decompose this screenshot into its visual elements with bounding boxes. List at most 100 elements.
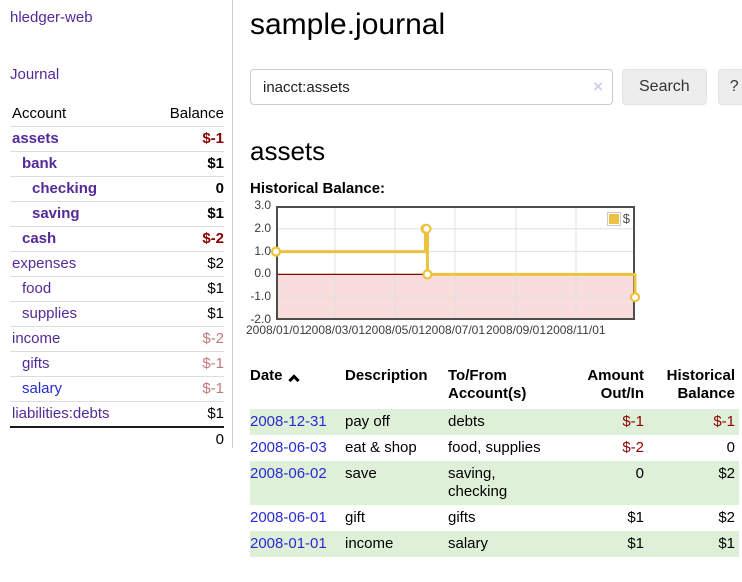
- accounts-column-header: To/From Account(s): [448, 367, 527, 402]
- sidebar-account-link[interactable]: food: [22, 280, 52, 297]
- sidebar: hledger-web Journal Account Balance asse…: [0, 0, 233, 452]
- transaction-date-link[interactable]: 2008-06-02: [250, 465, 327, 482]
- sidebar-item-journal[interactable]: Journal: [10, 66, 60, 83]
- sidebar-account-balance: 0: [148, 176, 224, 202]
- sidebar-account-row: checking 0: [10, 176, 224, 202]
- x-axis-tick-label: 2008/03/01: [304, 323, 366, 337]
- y-axis-tick-label: 1.0: [254, 243, 271, 258]
- sidebar-account-link[interactable]: expenses: [12, 255, 77, 272]
- x-axis-tick-label: 2008/05/01: [364, 323, 426, 337]
- amount-column-header: Amount Out/In: [587, 367, 644, 402]
- transaction-amount: $-1: [556, 409, 644, 435]
- sidebar-account-balance: $1: [148, 301, 224, 327]
- sidebar-account-row: income $-2: [10, 326, 224, 352]
- chart-y-labels: 3.0 2.0 1.0 0.0 -1.0 -2.0: [250, 198, 271, 326]
- account-heading: assets: [250, 136, 326, 166]
- transaction-amount: $-2: [622, 439, 644, 456]
- transaction-balance: $2: [644, 461, 739, 505]
- register-header-row: Date Description To/From Account(s) Amou…: [250, 364, 739, 409]
- x-axis-tick-label: 2008/09/01: [485, 323, 547, 337]
- register-table: Date Description To/From Account(s) Amou…: [250, 364, 739, 557]
- sidebar-account-balance: $-2: [148, 226, 224, 252]
- balance-column-header: Balance: [148, 102, 224, 127]
- transaction-accounts: saving, checking: [448, 461, 556, 505]
- description-column-header: Description: [345, 367, 428, 384]
- register-row: 2008-01-01 income salary $1 $1: [250, 531, 739, 557]
- data-point-marker[interactable]: [422, 269, 433, 280]
- app-title-link[interactable]: hledger-web: [10, 9, 93, 26]
- main-content: sample.journal × Search ? assets Histori…: [246, 0, 742, 557]
- transaction-accounts: gifts: [448, 509, 476, 526]
- sidebar-accounts-table: Account Balance assets $-1 bank $1 check…: [10, 102, 224, 452]
- sidebar-accounts-body: Account Balance assets $-1 bank $1 check…: [10, 102, 224, 428]
- account-column-header: Account: [10, 102, 149, 127]
- y-axis-tick-label: -1.0: [250, 289, 271, 304]
- sidebar-account-row: cash $-2: [10, 226, 224, 252]
- transaction-balance: $-1: [644, 409, 739, 435]
- register-body: 2008-12-31 pay off debts $-1 $-1 2008-06…: [250, 409, 739, 557]
- sidebar-total-balance: 0: [148, 426, 224, 452]
- transaction-date-link[interactable]: 2008-06-03: [250, 439, 327, 456]
- sidebar-account-row: assets $-1: [10, 126, 224, 152]
- balance-chart-svg: [270, 206, 641, 320]
- data-point-marker[interactable]: [421, 223, 432, 234]
- sidebar-account-link[interactable]: checking: [32, 180, 98, 197]
- sort-ascending-icon: [287, 374, 300, 386]
- x-axis-tick-label: 2008/11/01: [546, 323, 606, 337]
- transaction-description: save: [345, 461, 448, 505]
- transaction-balance: $1: [644, 531, 739, 557]
- sidebar-account-balance: $2: [148, 251, 224, 277]
- search-button[interactable]: Search: [622, 69, 707, 105]
- chart-plot-area[interactable]: $: [270, 206, 641, 320]
- sidebar-account-balance: $-1: [148, 126, 224, 152]
- sidebar-account-row: bank $1: [10, 151, 224, 177]
- transaction-date-link[interactable]: 2008-12-31: [250, 413, 327, 430]
- page-title: sample.journal: [250, 8, 446, 41]
- legend-series-label: $: [622, 211, 630, 226]
- chart-legend: $: [606, 210, 631, 227]
- search-input[interactable]: [250, 69, 613, 105]
- sidebar-account-link[interactable]: income: [12, 330, 61, 347]
- register-row: 2008-06-02 save saving, checking 0 $2: [250, 461, 739, 505]
- transaction-amount: $1: [556, 531, 644, 557]
- sidebar-account-balance: $-1: [148, 376, 224, 402]
- chart-x-labels: 2008/01/01 2008/03/01 2008/05/01 2008/07/01…: [246, 323, 635, 339]
- transaction-balance: $2: [718, 509, 735, 526]
- sidebar-accounts-header: Account Balance: [10, 102, 224, 127]
- register-row: 2008-12-31 pay off debts $-1 $-1: [250, 409, 739, 435]
- sidebar-account-link[interactable]: liabilities:debts: [12, 405, 110, 422]
- search-form: × Search ?: [250, 69, 742, 105]
- transaction-date-link[interactable]: 2008-01-01: [250, 535, 327, 552]
- transaction-accounts: food, supplies: [448, 439, 541, 456]
- transaction-description: income: [345, 531, 448, 557]
- y-axis-tick-label: 3.0: [254, 198, 271, 212]
- sidebar-account-row: salary $-1: [10, 376, 224, 402]
- data-point-marker[interactable]: [629, 292, 641, 303]
- data-point-marker[interactable]: [270, 246, 282, 257]
- sidebar-account-row: saving $1: [10, 201, 224, 227]
- sidebar-account-row: expenses $2: [10, 251, 224, 277]
- sidebar-account-link[interactable]: bank: [22, 155, 58, 172]
- sidebar-account-link[interactable]: gifts: [22, 355, 50, 372]
- balance-column-header-register: Historical Balance: [666, 367, 735, 402]
- date-column-header[interactable]: Date: [250, 364, 345, 409]
- sidebar-account-link[interactable]: assets: [12, 130, 59, 147]
- sidebar-account-link[interactable]: supplies: [22, 305, 78, 322]
- register-row: 2008-06-01 gift gifts $1 $2: [250, 505, 739, 531]
- clear-search-icon[interactable]: ×: [593, 77, 603, 96]
- sidebar-account-link[interactable]: saving: [32, 205, 80, 222]
- sidebar-account-balance: $1: [148, 201, 224, 227]
- sidebar-account-row: food $1: [10, 276, 224, 302]
- sidebar-account-link[interactable]: cash: [22, 230, 57, 247]
- x-axis-tick-label: 2008/07/01: [424, 323, 486, 337]
- legend-swatch-icon: [607, 212, 620, 225]
- transaction-accounts: salary: [448, 531, 556, 557]
- sidebar-account-link[interactable]: salary: [22, 380, 63, 397]
- sidebar-account-balance: $1: [148, 276, 224, 302]
- register-row: 2008-06-03 eat & shop food, supplies $-2…: [250, 435, 739, 461]
- help-button[interactable]: ?: [717, 69, 742, 105]
- transaction-date-link[interactable]: 2008-06-01: [250, 509, 327, 526]
- sidebar-account-balance: $1: [148, 401, 224, 428]
- sidebar-total-row: 0: [10, 426, 224, 452]
- transaction-description: gift: [345, 509, 366, 526]
